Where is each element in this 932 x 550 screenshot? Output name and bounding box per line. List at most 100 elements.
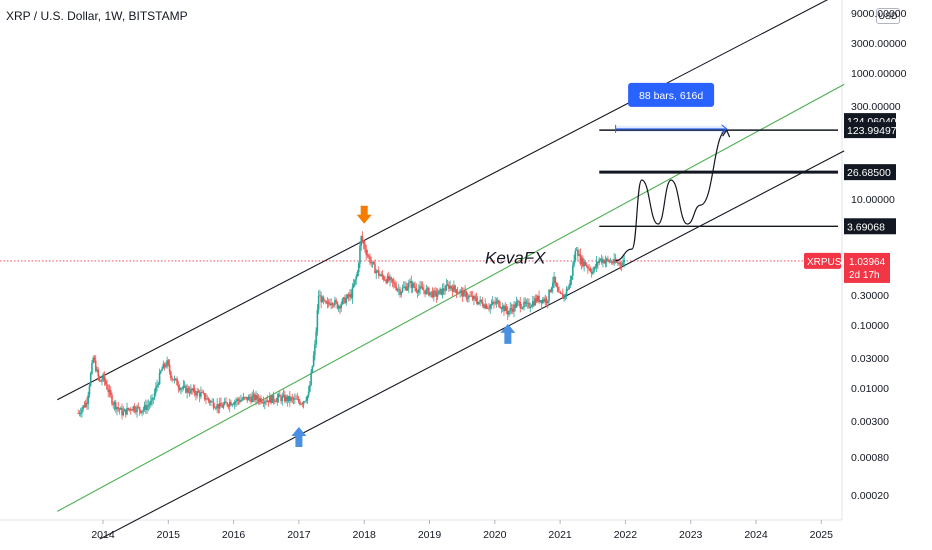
- y-tick-label: 9000.00000: [851, 8, 907, 20]
- candle-body: [150, 400, 152, 405]
- candle-body: [369, 256, 371, 263]
- candle-body: [528, 302, 530, 308]
- candle-body: [515, 302, 518, 308]
- candle-body: [344, 297, 346, 304]
- candle-body: [305, 400, 307, 402]
- projection-path: [615, 129, 727, 262]
- currency-button[interactable]: USD: [876, 8, 900, 24]
- candle-body: [384, 279, 386, 281]
- candle-body: [569, 279, 572, 286]
- candle-body: [335, 300, 337, 303]
- candle-body: [418, 289, 420, 293]
- candle-body: [508, 311, 510, 315]
- candle-body: [391, 278, 394, 282]
- candle-body: [226, 402, 229, 406]
- candle-body: [533, 301, 535, 306]
- candle-body: [108, 390, 111, 393]
- candle-body: [208, 400, 211, 403]
- candle-body: [539, 300, 542, 302]
- candle-body: [552, 282, 554, 288]
- candle-body: [82, 405, 84, 409]
- candle-body: [385, 280, 388, 283]
- candle-body: [455, 289, 458, 294]
- candle-body: [200, 392, 202, 397]
- candle-body: [425, 288, 428, 294]
- candle-body: [103, 374, 106, 381]
- candle-body: [607, 258, 609, 261]
- candle-body: [232, 404, 235, 406]
- last-price-countdown: 2d 17h: [849, 270, 880, 281]
- candle-body: [223, 401, 226, 405]
- candle-body: [101, 379, 103, 382]
- candle-body: [211, 401, 213, 403]
- candle-body: [235, 401, 237, 402]
- chart-title: XRP / U.S. Dollar, 1W, BITSTAMP: [6, 9, 188, 23]
- candle-body: [536, 295, 539, 302]
- symbol-tag-box: [804, 252, 841, 269]
- watermark: KevaFX: [485, 248, 546, 267]
- candle-body: [496, 300, 499, 302]
- candle-body: [302, 401, 305, 405]
- channel-layer: [57, 0, 845, 540]
- candle-body: [225, 401, 227, 403]
- candle-body: [207, 398, 210, 401]
- candle-body: [122, 411, 125, 416]
- projection-arrowhead-icon: [722, 128, 731, 138]
- candle-body: [251, 396, 254, 403]
- candle-body: [237, 399, 240, 401]
- candle-body: [220, 402, 222, 407]
- y-tick-label: 0.30000: [851, 290, 889, 302]
- last-price-label: 1.03964: [849, 257, 886, 268]
- candle-body: [351, 287, 354, 299]
- candle-body: [118, 408, 121, 410]
- candle-body: [146, 405, 148, 411]
- candle-body: [212, 401, 215, 408]
- candle-body: [324, 300, 326, 302]
- level-price-label-box: [844, 122, 896, 139]
- candle-body: [435, 291, 438, 297]
- candle-body: [280, 396, 282, 402]
- candle-body: [240, 399, 242, 402]
- x-tick-label: 2018: [353, 529, 377, 541]
- candle-body: [227, 405, 230, 407]
- candle-body: [290, 397, 292, 401]
- candle-body: [238, 400, 241, 402]
- candle-body: [222, 404, 225, 408]
- candle-body: [320, 295, 322, 303]
- candle-body: [331, 303, 334, 305]
- candle-body: [619, 263, 622, 265]
- candle-body: [279, 394, 281, 397]
- candle-body: [597, 262, 599, 264]
- candle-body: [114, 402, 117, 410]
- candle-body: [248, 396, 251, 399]
- candle-body: [325, 301, 327, 304]
- symbol-tag: XRPUSD: [807, 257, 849, 268]
- y-tick-label: 1000.00000: [851, 68, 907, 80]
- candle-body: [162, 363, 165, 369]
- candle-body: [584, 261, 587, 266]
- candle-body: [409, 281, 411, 283]
- candle-body: [544, 298, 547, 302]
- candle-body: [332, 304, 335, 306]
- candle-body: [87, 394, 90, 404]
- candle-body: [479, 299, 481, 302]
- candle-body: [349, 293, 351, 297]
- candle-body: [206, 398, 208, 400]
- candle-body: [86, 402, 88, 404]
- candle-body: [469, 295, 471, 297]
- candle-body: [526, 302, 529, 304]
- y-tick-label: 0.01000: [851, 383, 889, 395]
- candle-body: [175, 378, 177, 380]
- candle-body: [542, 299, 544, 304]
- candle-body: [594, 266, 597, 268]
- candle-body: [613, 258, 615, 263]
- candle-body: [504, 306, 507, 312]
- candle-body: [281, 396, 284, 402]
- candle-body: [440, 288, 443, 295]
- candle-body: [506, 310, 509, 315]
- candle-body: [510, 307, 513, 310]
- candle-body: [132, 406, 135, 411]
- candle-body: [574, 250, 577, 261]
- candle-body: [375, 271, 378, 274]
